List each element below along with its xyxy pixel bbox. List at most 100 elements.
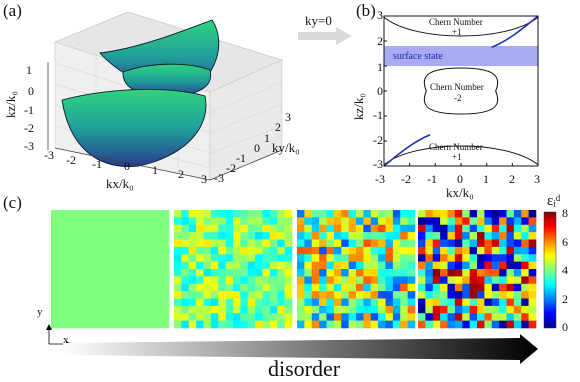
heatmap-cell xyxy=(240,217,249,226)
heatmap-cell xyxy=(341,261,349,270)
heatmap-cell xyxy=(378,276,386,285)
heatmap-cell xyxy=(87,269,96,277)
heatmap-cell xyxy=(277,298,285,307)
heatmap-cell xyxy=(528,291,537,299)
heatmap-cell xyxy=(297,217,305,226)
heatmap-cell xyxy=(407,224,416,233)
heatmap-cell xyxy=(447,283,456,292)
heatmap-cell xyxy=(277,224,285,233)
heatmap-cell xyxy=(447,224,456,233)
heatmap-cell xyxy=(225,291,234,299)
heatmap-cell xyxy=(447,313,456,321)
heatmap-cell xyxy=(284,246,293,255)
heatmap-cell xyxy=(432,261,441,270)
heatmap-cell xyxy=(73,217,81,226)
heatmap-cell xyxy=(400,298,408,307)
heatmap-cell xyxy=(499,305,507,314)
heatmap-cell xyxy=(311,269,320,277)
heatmap-cell xyxy=(326,261,335,270)
heatmap-cell xyxy=(521,254,529,262)
heatmap-cell xyxy=(117,320,126,329)
heatmap-cell xyxy=(154,217,162,226)
heatmap-cell xyxy=(385,217,394,226)
heatmap-cell xyxy=(154,313,162,321)
heatmap-cell xyxy=(174,298,182,307)
heatmap-cell xyxy=(521,305,529,314)
heatmap-cell xyxy=(269,305,278,314)
heatmap-cell xyxy=(73,305,81,314)
heatmap-cell xyxy=(225,224,234,233)
heatmap-cell xyxy=(124,246,133,255)
heatmap-cell xyxy=(146,217,155,226)
heatmap-cell xyxy=(477,283,485,292)
heatmap-cell xyxy=(407,283,416,292)
heatmap-cell xyxy=(528,283,537,292)
heatmap-cell xyxy=(154,224,162,233)
heatmap-cell xyxy=(269,320,278,329)
heatmap-cell xyxy=(210,305,219,314)
heatmap-cell xyxy=(284,283,293,292)
heatmap-cell xyxy=(513,291,522,299)
heatmap-cell xyxy=(425,254,434,262)
heatmap-cell xyxy=(102,224,111,233)
heatmap-cell xyxy=(304,291,313,299)
heatmap-cell xyxy=(491,291,500,299)
heatmap-cell xyxy=(363,210,372,218)
heatmap-cell xyxy=(348,320,357,329)
heatmap-cell xyxy=(154,298,162,307)
heatmap-cell xyxy=(454,313,463,321)
heatmap-cell xyxy=(297,254,305,262)
heatmap-cell xyxy=(269,217,278,226)
heatmap-cell xyxy=(491,313,500,321)
heatmap-cell xyxy=(440,269,448,277)
heatmap-cell xyxy=(240,313,249,321)
heatmap-cell xyxy=(161,291,170,299)
heatmap-cell xyxy=(225,239,234,248)
heatmap-cell xyxy=(333,210,342,218)
heatmap-cell xyxy=(269,269,278,277)
heatmap-cell xyxy=(521,217,529,226)
heatmap-cell xyxy=(513,269,522,277)
heatmap-cell xyxy=(454,224,463,233)
heatmap-cell xyxy=(87,224,96,233)
heatmap-cell xyxy=(247,239,256,248)
heatmap-cell xyxy=(363,291,372,299)
heatmap-cell xyxy=(255,313,263,321)
heatmap-cell xyxy=(132,320,140,329)
heatmap-cell xyxy=(284,313,293,321)
heatmap-cell xyxy=(110,320,118,329)
heatmap-cell xyxy=(528,269,537,277)
heatmap-cell xyxy=(161,224,170,233)
heatmap-cell xyxy=(385,305,394,314)
heatmap-cell xyxy=(247,261,256,270)
heatmap-cell xyxy=(499,210,507,218)
heatmap-cell xyxy=(348,254,357,262)
heatmap-cell xyxy=(80,305,89,314)
heatmap-cell xyxy=(304,269,313,277)
heatmap-cell xyxy=(233,232,241,240)
heatmap-cell xyxy=(154,254,162,262)
heatmap-cell xyxy=(73,246,81,255)
heatmap-cell xyxy=(218,217,226,226)
heatmap-cell xyxy=(146,232,155,240)
heatmap-cell xyxy=(425,246,434,255)
heatmap-cell xyxy=(225,232,234,240)
heatmap-cell xyxy=(174,254,182,262)
heatmap-cell xyxy=(521,232,529,240)
heatmap-cell xyxy=(506,210,515,218)
heatmap-cell xyxy=(51,276,59,285)
heatmap-cell xyxy=(102,246,111,255)
heatmap-cell xyxy=(348,305,357,314)
heatmap-cell xyxy=(333,320,342,329)
heatmap-cell xyxy=(95,224,103,233)
heatmap-cell xyxy=(400,239,408,248)
heatmap-cell xyxy=(225,246,234,255)
heatmap-cell xyxy=(154,261,162,270)
heatmap-cell xyxy=(269,261,278,270)
heatmap-cell xyxy=(363,261,372,270)
heatmap-cell xyxy=(521,210,529,218)
heatmap-cell xyxy=(117,276,126,285)
heatmap-cell xyxy=(181,254,190,262)
